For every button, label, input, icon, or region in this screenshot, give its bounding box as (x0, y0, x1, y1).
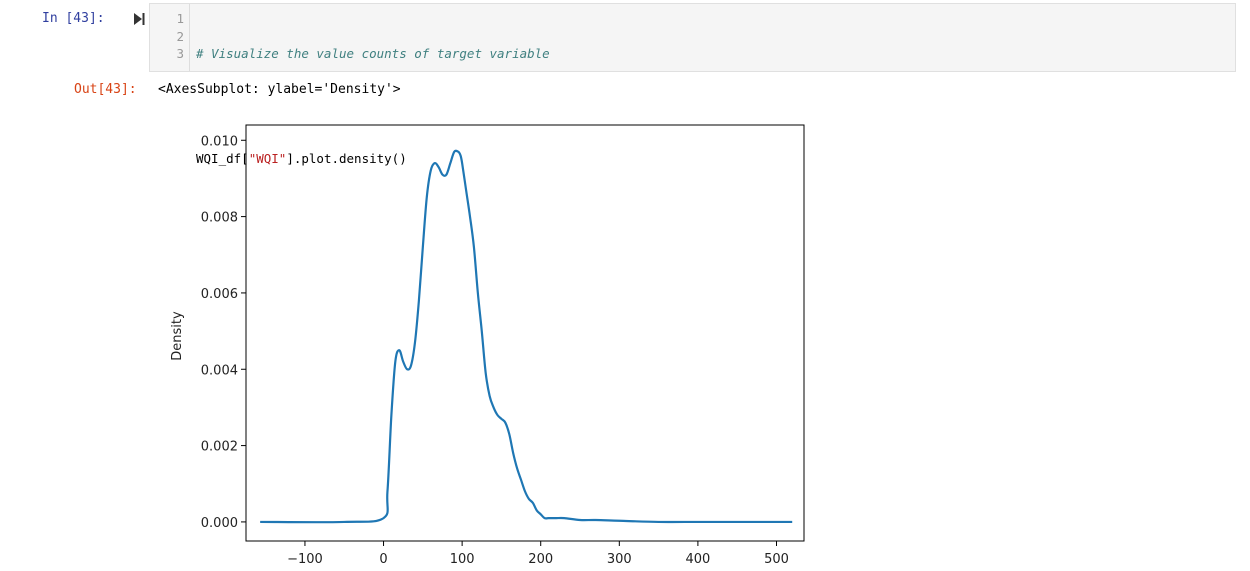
line-numbers: 1 2 3 (150, 10, 184, 63)
density-curve (260, 149, 793, 524)
x-tick-label: 100 (450, 552, 475, 567)
code-text: ].plot.density() (286, 151, 407, 166)
code-cell-input[interactable]: 1 2 3 # Visualize the value counts of ta… (149, 3, 1236, 166)
line-number: 3 (176, 46, 184, 61)
x-tick-label: 0 (379, 552, 387, 567)
x-tick-label: 300 (607, 552, 632, 567)
line-number: 1 (176, 11, 184, 26)
x-tick-label: 500 (764, 552, 789, 567)
y-tick-label: 0.002 (201, 440, 238, 455)
run-cell-icon[interactable] (133, 12, 145, 26)
output-text: <AxesSubplot: ylabel='Density'> (158, 82, 401, 97)
code-editor[interactable]: # Visualize the value counts of target v… (196, 10, 550, 203)
gutter-divider (189, 4, 190, 71)
input-prompt: In [43]: (42, 11, 105, 26)
y-tick-label: 0.006 (201, 287, 238, 302)
y-tick-label: 0.004 (201, 363, 238, 378)
code-comment: # Visualize the value counts of target v… (196, 46, 550, 61)
y-tick-label: 0.008 (201, 211, 238, 226)
y-tick-label: 0.010 (201, 134, 238, 149)
plot-frame (245, 124, 805, 542)
line-number: 2 (176, 28, 184, 44)
x-axis: −100 0 100 200 300 400 500 (287, 541, 789, 567)
code-string: "WQI" (248, 151, 287, 166)
x-tick-label: 200 (528, 552, 553, 567)
code-text: WQI_df[ (196, 151, 249, 166)
y-axis-label: Density (170, 311, 185, 361)
x-tick-label: 400 (685, 552, 710, 567)
output-prompt: Out[43]: (74, 82, 137, 97)
density-plot: 0.000 0.002 0.004 0.006 0.008 0.010 −100 0 100 2… (170, 124, 805, 567)
y-axis: 0.000 0.002 0.004 0.006 0.008 0.010 (201, 134, 246, 531)
x-tick-label: −100 (287, 552, 323, 567)
y-tick-label: 0.000 (201, 516, 238, 531)
